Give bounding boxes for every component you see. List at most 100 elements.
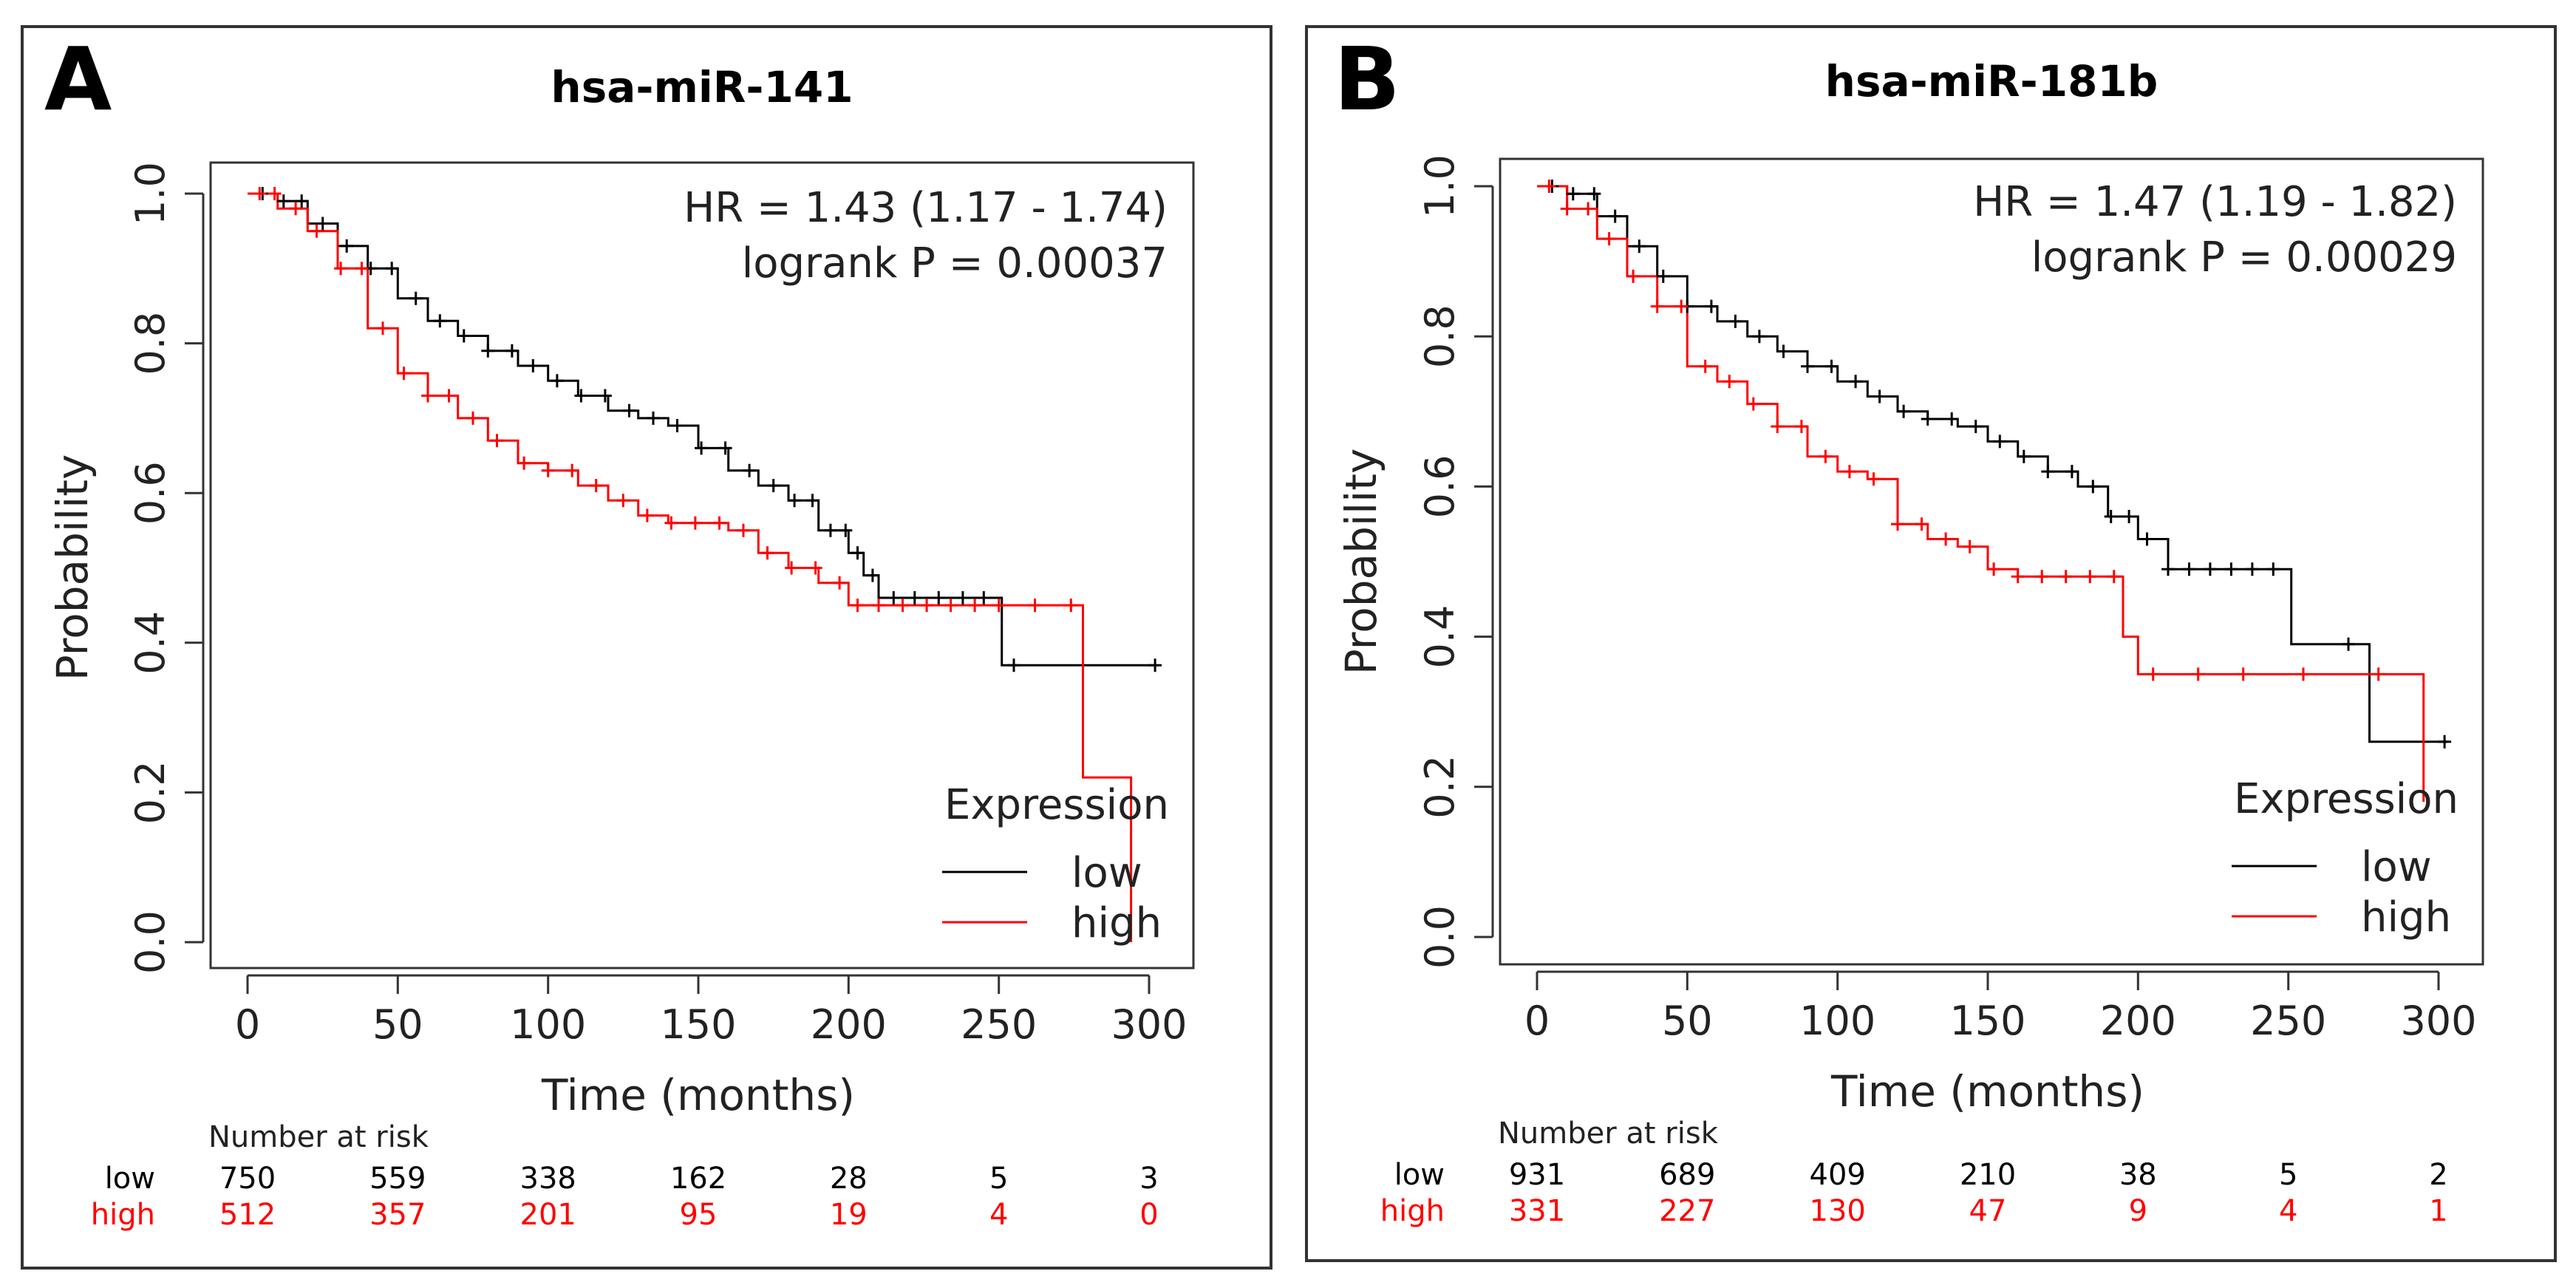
panel-b-low-censor-mark-13 (1849, 375, 1863, 389)
panel-a-y-tick-label-2: 0.4 (127, 611, 174, 675)
panel-a-x-tick-label-5: 250 (961, 1001, 1037, 1048)
panel-b-low-censor-mark-18 (1969, 420, 1983, 434)
panel-b-x-axis-title: Time (months) (1830, 1066, 2144, 1117)
panel-a-low-censor-mark-8 (433, 314, 447, 328)
panel-a-x-tick-label-3: 150 (660, 1001, 736, 1048)
panel-b-high-censor-mark-29 (2371, 667, 2385, 681)
panel-a-low-censor-mark-35 (1148, 658, 1162, 672)
panel-b-high-censor-mark-23 (2083, 570, 2097, 584)
panel-b-risk-low-label: low (1394, 1158, 1445, 1192)
panel-b-y-tick-label-0: 0.0 (1417, 905, 1463, 969)
panel-a-risk-high-1: 357 (369, 1198, 426, 1232)
panel-b-high-censor-mark-6 (1674, 299, 1689, 313)
panel-a-high-censor-marks (253, 187, 1078, 613)
panel-a-high-censor-mark-16 (616, 494, 630, 508)
panel-b-low-censor-mark-32 (2266, 562, 2280, 576)
panel-a-risk-low-5: 5 (989, 1162, 1008, 1196)
panel-b-high-censor-mark-26 (2191, 667, 2205, 681)
panel-a-hr-text: HR = 1.43 (1.17 - 1.74) (684, 184, 1168, 232)
panel-b-low-censor-mark-11 (1801, 359, 1814, 373)
panel-a-low-censor-mark-28 (865, 568, 879, 582)
panel-a-low-censor-mark-21 (743, 463, 757, 477)
panel-b-high-censor-mark-21 (2035, 570, 2049, 584)
panel-a-y-tick-label-0: 0.0 (127, 910, 174, 974)
panel-a-low-censor-mark-23 (788, 494, 802, 508)
panel-b-low-censor-mark-20 (2017, 449, 2031, 463)
panel-a-high-censor-mark-0 (253, 187, 267, 200)
panel-b-low-censor-mark-30 (2224, 562, 2238, 576)
panel-a-legend-low-label: low (1071, 849, 1142, 897)
panel-a-high-censor-mark-31 (968, 599, 982, 613)
panel-a-low-censor-mark-30 (907, 591, 921, 604)
panel-b-high-censor-mark-3 (1602, 232, 1616, 246)
panel-a-high-censor-mark-24 (808, 561, 822, 575)
panel-b-x-tick-label-2: 100 (1799, 998, 1875, 1044)
panel-b-low-censor-mark-31 (2245, 562, 2259, 576)
panel-b-low-censor-mark-23 (2086, 480, 2100, 494)
panel-b-hr-text: HR = 1.47 (1.19 - 1.82) (1973, 178, 2457, 226)
panel-b-low-censor-mark-25 (2122, 510, 2136, 523)
panel-b-high-censor-mark-20 (2011, 570, 2025, 584)
panel-b-risk-high-0: 331 (1509, 1194, 1565, 1228)
panel-b-y-tick-label-4: 0.8 (1417, 304, 1463, 368)
panel-a-y-axis-title: Probability (47, 454, 98, 681)
panel-b-title: hsa-miR-181b (1825, 56, 2158, 106)
panel-b-high-censor-mark-13 (1842, 465, 1856, 479)
panel-a-risk-low-3: 162 (670, 1162, 726, 1196)
panel-a-low-censor-mark-3 (316, 217, 330, 231)
panel-b-high-censor-mark-15 (1891, 517, 1904, 531)
panel-a-high-censor-mark-2 (289, 202, 303, 216)
panel-b-high-censor-mark-10 (1771, 420, 1785, 434)
panel-b-frame (1305, 25, 2557, 1262)
panel-b-x-tick-label-1: 50 (1662, 998, 1713, 1044)
panel-a-p-text: logrank P = 0.00037 (742, 239, 1168, 287)
panel-a-low-censor-mark-6 (385, 262, 399, 276)
panel-a-high-censor-mark-3 (310, 224, 324, 238)
panel-b-low-censor-mark-2 (1587, 187, 1601, 201)
panel-b-low-censor-mark-16 (1921, 412, 1935, 426)
panel-b-legend-title: Expression (2234, 775, 2459, 823)
panel-b-low-censor-mark-4 (1632, 239, 1646, 253)
panel-b-low-censor-marks (1545, 180, 2452, 749)
panel-b-risk-high-2: 130 (1810, 1194, 1866, 1228)
panel-a-x-axis-title: Time (months) (541, 1070, 855, 1120)
panel-a-low-censor-mark-12 (526, 359, 540, 372)
panel-a-low-censor-mark-7 (409, 291, 423, 305)
panel-b-risk-low-1: 689 (1659, 1158, 1715, 1192)
panel-b: B hsa-miR-181b 0.0 0.2 0.4 0.6 0.8 1.0 0… (1305, 25, 2557, 1262)
panel-a-low-censor-mark-31 (932, 591, 946, 604)
panel-a-low-censor-mark-11 (505, 344, 519, 358)
panel-a-legend-high-label: high (1071, 899, 1162, 947)
panel-a-risk-high-6: 0 (1139, 1198, 1158, 1232)
panel-a-risk-low-label: low (105, 1162, 155, 1196)
panel-a-high-censor-mark-11 (490, 434, 504, 448)
panel-b-letter: B (1334, 28, 1400, 130)
panel-b-high-censor-mark-18 (1963, 539, 1977, 553)
panel-a-risk-low-4: 28 (830, 1162, 868, 1196)
panel-b-high-censor-mark-11 (1794, 420, 1808, 434)
panel-a-high-censor-mark-25 (833, 576, 847, 590)
panel-a-risk-high-2: 201 (520, 1198, 576, 1232)
panel-b-risk-low-4: 38 (2119, 1158, 2157, 1192)
panel-b-high-censor-mark-7 (1698, 359, 1712, 373)
panel-b-y-tick-label-3: 0.6 (1417, 454, 1463, 518)
panel-b-high-censor-mark-19 (1987, 562, 2001, 576)
panel-b-high-censor-mark-17 (1939, 532, 1953, 546)
panel-b-plot-frame (1499, 157, 2484, 966)
panel-b-high-censor-mark-25 (2146, 667, 2160, 681)
panel-a-low-censor-mark-15 (598, 389, 612, 403)
panel-a-risk-high-4: 19 (830, 1198, 868, 1232)
panel-a-high-censor-mark-4 (334, 262, 348, 276)
panel-a-high-censor-mark-5 (355, 262, 369, 276)
panel-b-high-censor-mark-8 (1723, 375, 1737, 389)
panel-a-legend-title: Expression (944, 781, 1169, 829)
panel-b-low-censor-mark-24 (2104, 510, 2118, 523)
panel-b-risk-low-6: 2 (2429, 1158, 2447, 1192)
panel-b-risk-high-6: 1 (2429, 1194, 2447, 1228)
panel-a-high-censor-mark-33 (1028, 599, 1042, 613)
panel-a-low-censor-mark-1 (276, 194, 290, 208)
panel-b-risk-low-5: 5 (2279, 1158, 2297, 1192)
panel-b-low-censor-mark-17 (1945, 412, 1959, 426)
panel-b-high-censor-mark-0 (1542, 180, 1556, 193)
